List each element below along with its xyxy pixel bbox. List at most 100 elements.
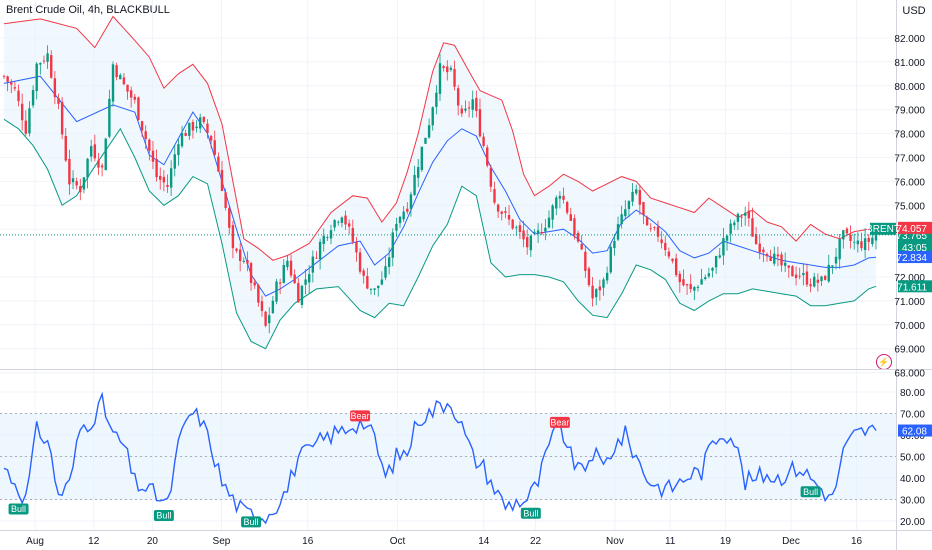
rsi-tick-label: 20.00 bbox=[900, 517, 925, 528]
candle-body bbox=[711, 267, 714, 271]
candle-body bbox=[809, 284, 812, 287]
candle bbox=[326, 235, 329, 241]
candle bbox=[711, 267, 714, 278]
candle-body bbox=[322, 235, 325, 244]
candle-body bbox=[104, 138, 107, 171]
time-tick-label: Aug bbox=[26, 536, 44, 547]
candle-body bbox=[475, 97, 478, 111]
candle bbox=[609, 243, 612, 275]
candle bbox=[765, 252, 769, 262]
time-tick-label: Sep bbox=[213, 536, 231, 547]
candle bbox=[642, 201, 645, 224]
candle bbox=[318, 238, 322, 270]
candle-body bbox=[834, 256, 838, 264]
signal-label: Bull bbox=[523, 508, 538, 518]
candle-body bbox=[68, 158, 71, 185]
candle-body bbox=[162, 176, 166, 183]
candle-body bbox=[478, 109, 482, 137]
candle-body bbox=[845, 228, 849, 234]
candle-body bbox=[456, 88, 460, 106]
candle bbox=[242, 257, 245, 264]
candle bbox=[424, 137, 427, 145]
candle-body bbox=[678, 273, 681, 283]
candle-body bbox=[504, 211, 507, 213]
candle bbox=[42, 55, 46, 64]
candle bbox=[238, 243, 242, 272]
candle-body bbox=[624, 209, 627, 217]
candle bbox=[489, 164, 493, 192]
bear-signal: Bear bbox=[549, 416, 570, 428]
candle-body bbox=[874, 234, 878, 241]
candle bbox=[71, 170, 75, 190]
candle-body bbox=[424, 137, 427, 144]
bear-signal: Bear bbox=[350, 410, 371, 422]
candle-body bbox=[169, 168, 173, 188]
candle bbox=[380, 271, 384, 286]
candle-body bbox=[246, 260, 249, 264]
candle-body bbox=[427, 125, 431, 138]
candle bbox=[602, 277, 605, 296]
candle-body bbox=[591, 285, 594, 299]
candle bbox=[605, 266, 609, 285]
candle bbox=[558, 191, 562, 209]
candle-body bbox=[311, 256, 315, 273]
candle-body bbox=[140, 121, 144, 131]
candle bbox=[656, 220, 660, 242]
candle-body bbox=[318, 241, 322, 260]
candle-body bbox=[769, 257, 772, 261]
candle bbox=[68, 149, 71, 195]
candle bbox=[493, 181, 496, 205]
candle-body bbox=[264, 311, 267, 326]
candle-body bbox=[526, 237, 529, 248]
band-fill bbox=[4, 16, 876, 349]
candle-body bbox=[82, 177, 86, 190]
candle-body bbox=[482, 136, 485, 146]
candle bbox=[595, 288, 598, 306]
candle bbox=[551, 204, 554, 229]
candle bbox=[249, 261, 253, 291]
candle bbox=[820, 275, 823, 287]
candle-body bbox=[791, 266, 794, 277]
candle-body bbox=[257, 284, 260, 303]
candle-body bbox=[638, 189, 642, 205]
candle-body bbox=[119, 74, 122, 80]
candle bbox=[13, 81, 17, 92]
candle bbox=[500, 210, 503, 221]
candle bbox=[355, 237, 358, 262]
candle-body bbox=[337, 221, 340, 223]
signal-label-bg bbox=[241, 516, 262, 528]
candle bbox=[758, 235, 761, 260]
candle bbox=[115, 62, 118, 81]
candle bbox=[337, 220, 340, 226]
candle bbox=[718, 247, 721, 259]
candle bbox=[736, 212, 740, 231]
candle bbox=[682, 269, 685, 287]
candle bbox=[53, 70, 57, 105]
rsi-tick-label: 40.00 bbox=[900, 474, 925, 485]
candle bbox=[90, 139, 93, 162]
candle-body bbox=[144, 131, 147, 140]
currency-label[interactable]: USD bbox=[902, 5, 926, 17]
candle bbox=[573, 214, 576, 240]
price-tick-label: 69.000 bbox=[894, 345, 925, 356]
candle bbox=[562, 187, 565, 204]
candle-body bbox=[122, 77, 126, 85]
candle-body bbox=[50, 55, 53, 78]
candle bbox=[747, 201, 751, 227]
candle-body bbox=[173, 154, 176, 169]
price-level-bg bbox=[898, 251, 932, 264]
candle-body bbox=[587, 268, 591, 286]
candle-body bbox=[765, 254, 769, 257]
candle bbox=[456, 84, 460, 116]
candle-body bbox=[184, 132, 187, 136]
candle bbox=[169, 160, 173, 197]
candle bbox=[744, 206, 747, 226]
candle-body bbox=[151, 150, 155, 162]
candle-body bbox=[28, 108, 31, 134]
price-level-tag: 71.611 bbox=[897, 280, 932, 293]
candle bbox=[515, 225, 518, 237]
candle bbox=[834, 248, 838, 270]
candle bbox=[184, 129, 187, 137]
time-tick-label: Nov bbox=[606, 536, 624, 547]
